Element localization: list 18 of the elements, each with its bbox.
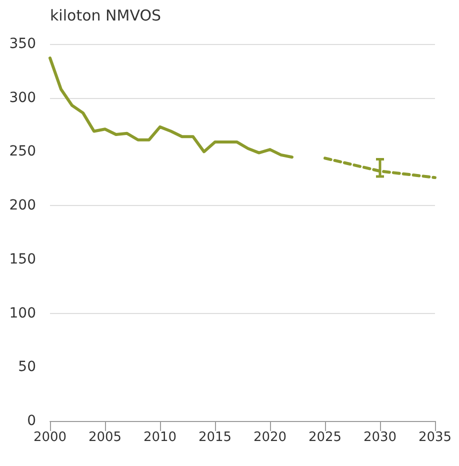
x-tick-label: 2010 bbox=[143, 430, 177, 445]
y-tick-label: 200 bbox=[9, 198, 36, 214]
x-tick-label: 2015 bbox=[198, 430, 232, 445]
x-tick-label: 2005 bbox=[88, 430, 122, 445]
y-tick-label: 350 bbox=[9, 36, 36, 52]
x-tick-label: 2035 bbox=[418, 430, 452, 445]
line-series bbox=[48, 56, 294, 159]
y-tick-label: 0 bbox=[27, 413, 36, 429]
y-tick-label: 250 bbox=[9, 144, 36, 160]
y-tick-label: 300 bbox=[9, 90, 36, 106]
y-tick-label: 50 bbox=[18, 359, 36, 376]
x-tick-label: 2020 bbox=[253, 430, 287, 445]
y-tick-label: 150 bbox=[9, 251, 36, 268]
x-tick-label: 2025 bbox=[308, 430, 342, 445]
y-axis-title: kiloton NMVOS bbox=[50, 6, 162, 24]
y-tick-label: 100 bbox=[9, 305, 36, 322]
x-tick-label: 2030 bbox=[363, 430, 397, 445]
x-tick-label: 2000 bbox=[33, 430, 67, 445]
